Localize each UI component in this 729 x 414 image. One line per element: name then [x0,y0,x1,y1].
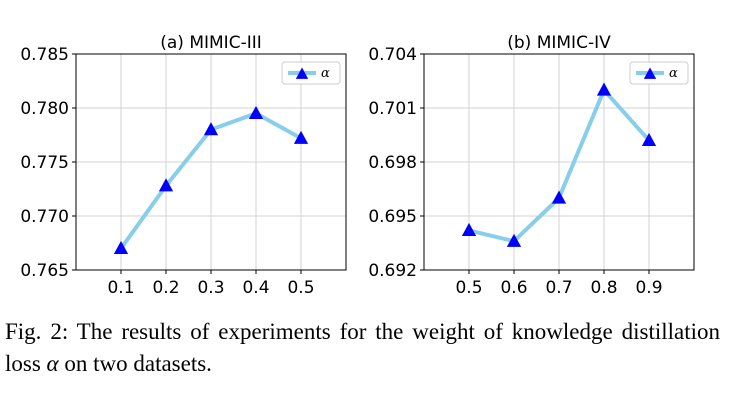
x-tick-label: 0.1 [107,278,134,298]
legend-label: α [321,66,330,81]
data-point-marker [293,130,309,144]
data-point-marker [158,178,174,192]
caption-text: Fig. 2: The results of experiments for t… [5,319,720,376]
y-tick-label: 0.770 [20,207,69,227]
data-point-marker [641,132,657,147]
figure-charts: 0.765 0.770 0.775 0.780 0.785 0.1 0.2 0.3 0.4 0.5… [20,33,695,298]
x-tick-label: 0.3 [197,278,224,298]
y-tick-label: 0.695 [368,207,417,227]
x-tick-label: 0.2 [152,278,179,298]
chart-title: (a) MIMIC-III [160,33,262,53]
chart-panel-1: 0.765 0.770 0.775 0.780 0.785 0.1 0.2 0.3 0.4 0.5… [20,33,347,298]
figure-caption: Fig. 2: The results of experiments for t… [5,316,720,380]
data-point-marker [551,190,567,204]
x-tick-label: 0.7 [545,278,572,298]
y-tick-label: 0.785 [20,45,69,65]
y-tick-label: 0.780 [20,99,69,119]
y-tick-label: 0.704 [368,45,417,65]
y-tick-label: 0.765 [20,261,69,281]
x-tick-label: 0.6 [500,278,527,298]
data-point-marker [113,240,129,255]
legend-marker [643,67,657,79]
x-tick-label: 0.4 [242,278,269,298]
y-tick-label: 0.775 [20,153,69,173]
y-tick-label: 0.701 [368,99,417,119]
legend-marker [295,67,309,79]
data-point-marker [506,233,522,247]
x-tick-label: 0.9 [635,278,662,298]
y-tick-label: 0.698 [368,153,417,173]
chart-title: (b) MIMIC-IV [507,33,611,53]
data-point-marker [596,82,612,96]
caption-alpha-symbol: α [46,351,59,376]
x-tick-label: 0.8 [590,278,617,298]
legend-label: α [669,66,678,81]
caption-text-end: on two datasets. [64,351,212,376]
data-point-marker [203,122,219,136]
data-point-marker [248,105,264,120]
x-tick-label: 0.5 [287,278,314,298]
data-point-marker [461,222,477,237]
y-tick-label: 0.692 [368,261,417,281]
chart-panel-2: 0.692 0.695 0.698 0.701 0.704 0.5 0.6 0.7 0.8 0.9… [368,33,695,298]
x-tick-label: 0.5 [455,278,482,298]
